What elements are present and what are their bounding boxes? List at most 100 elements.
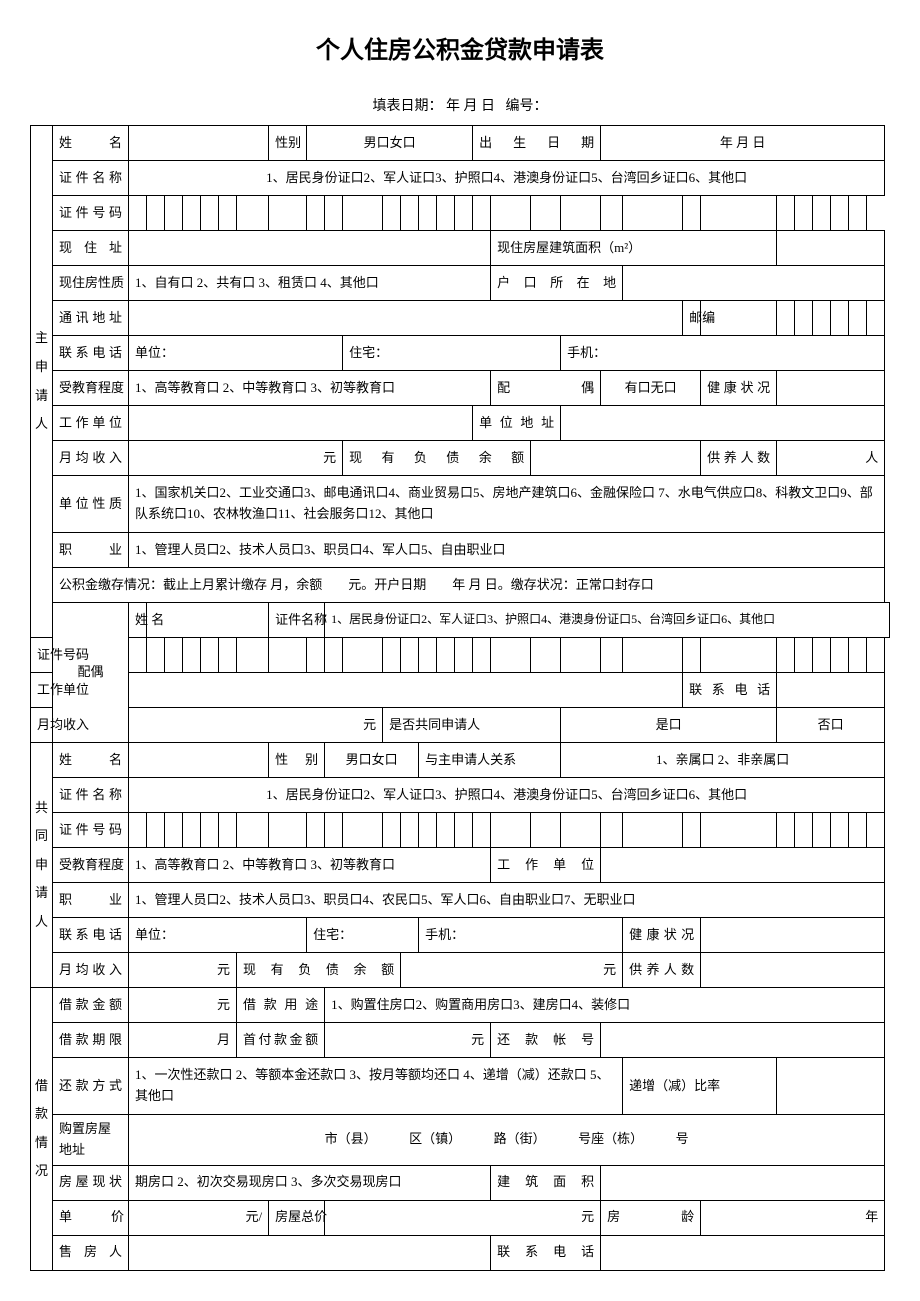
idno-cell[interactable] xyxy=(343,638,383,673)
field-co-occ[interactable]: 1、管理人员口2、技术人员口3、职员口4、农民口5、军人口6、自由职业口7、无职… xyxy=(129,883,885,918)
field-debt[interactable] xyxy=(531,441,701,476)
field-co-income[interactable]: 元 xyxy=(129,953,237,988)
field-coapp-yes[interactable]: 是口 xyxy=(561,708,777,743)
field-edu[interactable]: 1、高等教育口 2、中等教育口 3、初等教育口 xyxy=(129,371,491,406)
idno-cell[interactable] xyxy=(455,638,473,673)
pc-cell[interactable] xyxy=(849,301,867,336)
idno-cell[interactable] xyxy=(401,813,419,848)
field-dependents[interactable]: 人 xyxy=(777,441,885,476)
field-sp-name[interactable] xyxy=(147,603,269,638)
idno-cell[interactable] xyxy=(343,813,383,848)
idno-cell[interactable] xyxy=(831,638,849,673)
idno-cell[interactable] xyxy=(491,196,531,231)
idno-cell[interactable] xyxy=(561,813,601,848)
idno-cell[interactable] xyxy=(867,813,885,848)
idno-cell[interactable] xyxy=(601,638,623,673)
field-occupation[interactable]: 1、管理人员口2、技术人员口3、职员口4、军人口5、自由职业口 xyxy=(129,533,885,568)
field-sp-income[interactable]: 元 xyxy=(129,708,383,743)
idno-cell[interactable] xyxy=(849,813,867,848)
idno-cell[interactable] xyxy=(455,813,473,848)
idno-cell[interactable] xyxy=(325,813,343,848)
idno-cell[interactable] xyxy=(237,638,269,673)
field-co-health[interactable] xyxy=(701,918,885,953)
idno-cell[interactable] xyxy=(831,813,849,848)
idno-cell[interactable] xyxy=(129,196,147,231)
date-value[interactable]: 年 月 日 xyxy=(446,99,495,114)
field-house-age[interactable]: 年 xyxy=(701,1200,885,1235)
field-addr[interactable] xyxy=(129,231,491,266)
idno-cell[interactable] xyxy=(401,638,419,673)
idno-cell[interactable] xyxy=(307,196,325,231)
idno-cell[interactable] xyxy=(325,196,343,231)
idno-cell[interactable] xyxy=(831,196,849,231)
field-coapp-no[interactable]: 否口 xyxy=(777,708,885,743)
field-seller-tel[interactable] xyxy=(601,1235,885,1270)
pc-cell[interactable] xyxy=(831,301,849,336)
idno-cell[interactable] xyxy=(601,813,623,848)
field-health[interactable] xyxy=(777,371,885,406)
field-name[interactable] xyxy=(129,126,269,161)
field-tel-mobile[interactable]: 手机： xyxy=(561,336,885,371)
field-co-tel-unit[interactable]: 单位： xyxy=(129,918,307,953)
idno-cell[interactable] xyxy=(795,813,813,848)
idno-cell[interactable] xyxy=(383,638,401,673)
idno-cell[interactable] xyxy=(219,638,237,673)
idno-cell[interactable] xyxy=(473,813,491,848)
idno-cell[interactable] xyxy=(531,638,561,673)
field-sp-workunit[interactable] xyxy=(129,673,683,708)
idno-cell[interactable] xyxy=(701,196,777,231)
idno-cell[interactable] xyxy=(165,638,183,673)
field-birth[interactable]: 年 月 日 xyxy=(601,126,885,161)
idno-cell[interactable] xyxy=(269,813,307,848)
field-co-tel-home[interactable]: 住宅： xyxy=(307,918,419,953)
idno-cell[interactable] xyxy=(795,638,813,673)
idno-cell[interactable] xyxy=(183,638,201,673)
idno-cell[interactable] xyxy=(201,638,219,673)
field-co-workunit[interactable] xyxy=(601,848,885,883)
field-loan-purpose[interactable]: 1、购置住房口2、购置商用房口3、建房口4、装修口 xyxy=(325,988,885,1023)
idno-cell[interactable] xyxy=(777,196,795,231)
idno-cell[interactable] xyxy=(701,813,777,848)
idno-cell[interactable] xyxy=(813,638,831,673)
field-spouse[interactable]: 有口无口 xyxy=(601,371,701,406)
idno-cell[interactable] xyxy=(473,196,491,231)
field-unitaddr[interactable] xyxy=(561,406,885,441)
idno-cell[interactable] xyxy=(325,638,343,673)
idno-cell[interactable] xyxy=(437,638,455,673)
idno-cell[interactable] xyxy=(491,813,531,848)
idno-cell[interactable] xyxy=(147,196,165,231)
idno-cell[interactable] xyxy=(307,638,325,673)
idno-cell[interactable] xyxy=(455,196,473,231)
idno-cell[interactable] xyxy=(491,638,531,673)
idno-cell[interactable] xyxy=(795,196,813,231)
idno-cell[interactable] xyxy=(437,196,455,231)
idno-cell[interactable] xyxy=(165,813,183,848)
field-co-name[interactable] xyxy=(129,743,269,778)
field-fund-status[interactable]: 公积金缴存情况：截止上月累计缴存 月，余额 元。开户日期 年 月 日。缴存状况：… xyxy=(53,568,885,603)
idno-cell[interactable] xyxy=(683,196,701,231)
idno-cell[interactable] xyxy=(437,813,455,848)
pc-cell[interactable] xyxy=(795,301,813,336)
idno-cell[interactable] xyxy=(129,638,147,673)
field-co-debt[interactable]: 元 xyxy=(401,953,623,988)
idno-cell[interactable] xyxy=(867,638,885,673)
idno-cell[interactable] xyxy=(237,196,269,231)
field-unittype[interactable]: 1、国家机关口2、工业交通口3、邮电通讯口4、商业贸易口5、房地产建筑口6、金融… xyxy=(129,476,885,533)
field-downpay[interactable]: 元 xyxy=(325,1023,491,1058)
field-workunit[interactable] xyxy=(129,406,473,441)
idno-cell[interactable] xyxy=(343,196,383,231)
idno-cell[interactable] xyxy=(473,638,491,673)
field-sp-tel[interactable] xyxy=(777,673,885,708)
idno-cell[interactable] xyxy=(269,638,307,673)
field-total-price[interactable]: 元 xyxy=(325,1200,601,1235)
idno-cell[interactable] xyxy=(269,196,307,231)
idno-cell[interactable] xyxy=(237,813,269,848)
field-house-nature[interactable]: 1、自有口 2、共有口 3、租赁口 4、其他口 xyxy=(129,266,491,301)
idno-cell[interactable] xyxy=(419,813,437,848)
field-mailaddr[interactable] xyxy=(129,301,683,336)
field-seller[interactable] xyxy=(129,1235,491,1270)
field-loan-term[interactable]: 月 xyxy=(129,1023,237,1058)
idno-cell[interactable] xyxy=(307,813,325,848)
idno-cell[interactable] xyxy=(531,196,561,231)
field-co-dep[interactable] xyxy=(701,953,885,988)
